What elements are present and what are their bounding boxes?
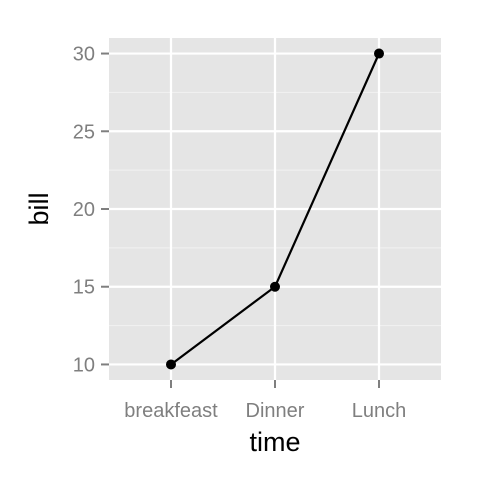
- y-tick-label: 10: [73, 354, 95, 376]
- y-axis-title: bill: [24, 192, 54, 225]
- y-tick-label: 25: [73, 121, 95, 143]
- y-tick-label: 30: [73, 44, 95, 66]
- data-points: [166, 48, 384, 370]
- x-axis-tick-labels: breakfeast Dinner Lunch: [124, 400, 406, 422]
- y-axis-tick-labels: 10 15 20 25 30: [73, 44, 95, 377]
- x-axis-title: time: [249, 427, 300, 457]
- data-point: [270, 281, 280, 292]
- x-tick-label: Lunch: [352, 400, 407, 422]
- y-tick-label: 15: [73, 277, 95, 299]
- y-tick-label: 20: [73, 199, 95, 221]
- x-tick-label: breakfeast: [124, 400, 218, 422]
- data-point: [374, 48, 384, 59]
- axis-ticks: [101, 52, 380, 388]
- grid-lines: [109, 38, 441, 380]
- x-tick-label: Dinner: [246, 400, 305, 422]
- data-point: [166, 359, 176, 370]
